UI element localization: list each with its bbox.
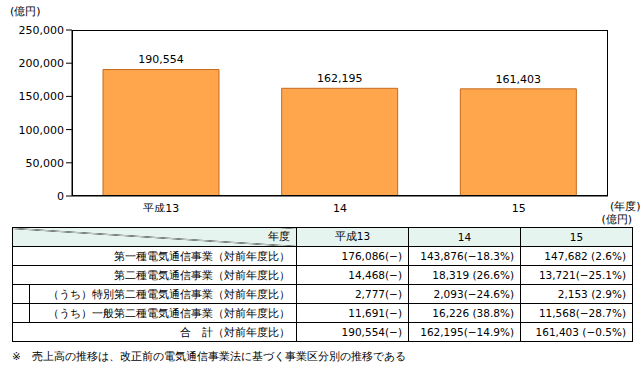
html-text:(億円): (億円) <box>601 213 632 226</box>
html-text:162,195(−14.9%): 162,195(−14.9%) <box>420 326 514 338</box>
svg-text:161,403: 161,403 <box>496 73 542 86</box>
html-text:2,093(−24.6%): 2,093(−24.6%) <box>433 288 514 300</box>
html-text:2,153 (2.9%): 2,153 (2.9%) <box>557 288 626 300</box>
svg-text:190,554: 190,554 <box>138 53 184 66</box>
html-text:13,721(−25.1%): 13,721(−25.1%) <box>538 269 626 281</box>
html-text:（うち）特別第二種電気通信事業（対前年度比）: （うち）特別第二種電気通信事業（対前年度比） <box>48 288 290 300</box>
html-text:合 計（対前年度比）: 合 計（対前年度比） <box>180 326 290 338</box>
html-text:161,403 (−0.5%): 161,403 (−0.5%) <box>535 326 626 338</box>
html-text:年度: 年度 <box>268 230 290 242</box>
html-text:11,568(−28.7%): 11,568(−28.7%) <box>538 307 626 319</box>
html-text:18,319 (26.6%): 18,319 (26.6%) <box>432 269 514 281</box>
svg-text:150,000: 150,000 <box>19 90 65 103</box>
svg-text:200,000: 200,000 <box>19 57 65 70</box>
html-text:(年度): (年度) <box>610 200 641 213</box>
html-text:16,226 (38.8%): 16,226 (38.8%) <box>432 307 514 319</box>
svg-text:250,000: 250,000 <box>19 24 65 37</box>
html-text:2,777(−): 2,777(−) <box>354 288 402 300</box>
html-text:143,876(−18.3%): 143,876(−18.3%) <box>420 250 514 262</box>
html-text:※ 売上高の推移は、改正前の電気通信事業法に基づく事業区分別: ※ 売上高の推移は、改正前の電気通信事業法に基づく事業区分別の推移である <box>12 350 406 362</box>
html-text:15: 15 <box>569 231 584 243</box>
html-text:14,468(−): 14,468(−) <box>348 269 402 281</box>
html-text:147,682 (2.6%): 147,682 (2.6%) <box>544 250 626 262</box>
html-text:190,554(−): 190,554(−) <box>341 326 402 338</box>
html-text:14: 14 <box>457 231 472 243</box>
html-text:11,691(−): 11,691(−) <box>348 307 402 319</box>
html-text:第一種電気通信事業（対前年度比）: 第一種電気通信事業（対前年度比） <box>114 250 290 262</box>
svg-text:14: 14 <box>333 202 347 212</box>
svg-text:162,195: 162,195 <box>317 72 363 85</box>
html-text:第二種電気通信事業（対前年度比）: 第二種電気通信事業（対前年度比） <box>114 269 290 281</box>
svg-text:15: 15 <box>512 202 526 212</box>
html-text:176,086(−): 176,086(−) <box>341 250 402 262</box>
svg-text:50,000: 50,000 <box>26 157 65 170</box>
svg-text:0: 0 <box>57 190 64 203</box>
html-text:(億円): (億円) <box>10 5 41 18</box>
svg-text:平成13: 平成13 <box>143 202 179 212</box>
html-text:平成13: 平成13 <box>334 230 371 242</box>
html-text:（うち）一般第二種電気通信事業（対前年度比）: （うち）一般第二種電気通信事業（対前年度比） <box>48 307 290 319</box>
svg-text:100,000: 100,000 <box>19 124 65 137</box>
